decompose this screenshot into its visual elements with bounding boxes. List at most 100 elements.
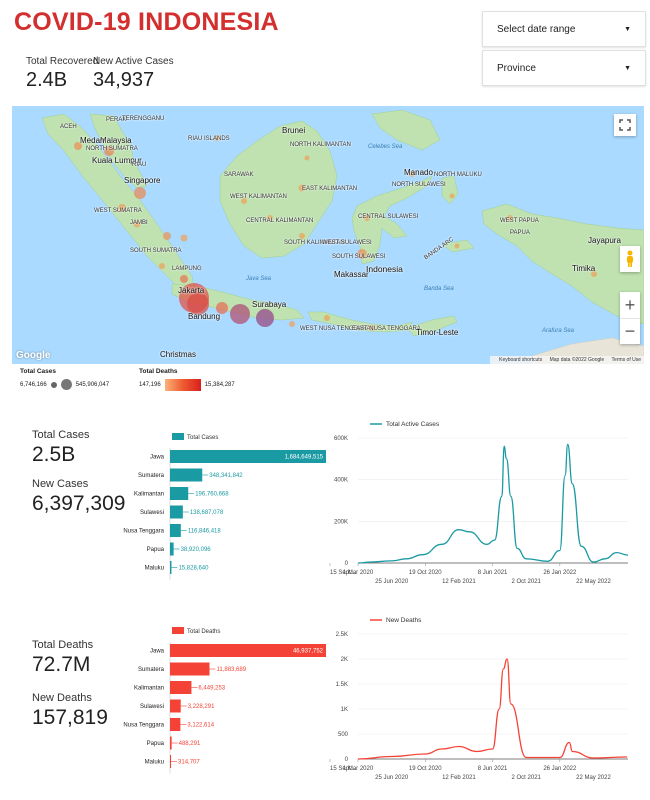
x-tick-label: 8 Jun 2021 — [478, 570, 508, 576]
legend-label: Total Deaths — [187, 629, 220, 635]
bar-value-label: 138,687,078 — [190, 510, 224, 516]
map-label: TERENGGANU — [122, 116, 165, 122]
map-label: Timor-Leste — [416, 328, 459, 337]
date-range-label: Select date range — [497, 23, 576, 35]
total-deaths-bar-chart: Total Deaths Jawa 46,937,752 Sumatera 11,883… — [123, 627, 326, 774]
google-logo: Google — [16, 350, 51, 361]
bar — [170, 718, 181, 731]
map-label: Medan — [80, 136, 105, 145]
category-label: Sumatera — [138, 667, 165, 673]
y-tick-label: 0 — [345, 561, 349, 567]
map-label: PAPUA — [510, 230, 530, 236]
bar-value-label: 314,707 — [178, 760, 200, 766]
terms-link[interactable]: Terms of Use — [611, 357, 641, 363]
keyboard-shortcuts-link[interactable]: Keyboard shortcuts — [499, 357, 543, 363]
map-label: Malaysia — [100, 136, 132, 145]
series-line — [357, 443, 629, 564]
map-label: Manado — [404, 168, 433, 177]
map-bubble — [180, 275, 188, 283]
bar-value-label: 15,828,640 — [178, 566, 209, 572]
map-label: Kuala Lumpur — [92, 156, 142, 165]
color-gradient-bar — [164, 379, 201, 391]
x-tick-label: 12 Feb 2021 — [442, 775, 476, 781]
y-tick-label: 200K — [334, 519, 348, 525]
map-label: WEST SULAWESI — [322, 240, 372, 246]
map-bubble — [214, 135, 220, 141]
kpi-label: New Deaths — [32, 692, 92, 704]
map-label: PERAK — [106, 117, 127, 123]
new-deaths-line-chart: New Deaths 0 500 1K 1.5K 2K 2.5K 1 Mar 2020 19 O… — [329, 617, 628, 781]
map-bubble — [118, 204, 126, 212]
bar-value-label: 116,846,418 — [188, 529, 222, 535]
bar — [170, 468, 203, 482]
legend-min: 6,746,166 — [20, 381, 47, 388]
bar — [170, 699, 181, 713]
kpi-total-deaths: Total Deaths 72.7M — [32, 639, 93, 677]
kpi-new-cases: New Cases 6,397,309 — [32, 478, 125, 516]
bar — [170, 450, 326, 463]
indonesia-map[interactable]: Malaysia PERAK TERENGGANU ACEH Medan NOR… — [12, 106, 644, 364]
category-label: Maluku — [145, 760, 164, 766]
map-bubble — [163, 232, 171, 240]
category-label: Papua — [147, 741, 165, 747]
y-tick-label: 1K — [341, 707, 348, 713]
zoom-out-icon[interactable]: − — [620, 318, 640, 344]
map-label: Singapore — [124, 176, 161, 185]
map-label: Celebes Sea — [368, 144, 403, 150]
map-bubble — [299, 233, 305, 239]
bar-value-label: 488,291 — [179, 741, 201, 747]
map-label: SOUTH KALIMANTAN — [284, 240, 345, 246]
deaths-color-legend: Total Deaths 147,196 15,384,287 — [139, 368, 235, 391]
category-label: Kalimantan — [134, 686, 164, 692]
date-range-selector[interactable]: Select date range ▼ — [482, 11, 646, 47]
legend-label: Total Active Cases — [386, 421, 440, 428]
category-label: Sumatera — [138, 473, 165, 479]
map-label: NORTH SUMATRA — [86, 146, 138, 152]
bar — [170, 561, 172, 574]
map-label: CENTRAL KALIMANTAN — [246, 218, 314, 224]
kpi-value: 72.7M — [32, 653, 91, 676]
legend-label: New Deaths — [386, 617, 422, 624]
bar — [170, 524, 181, 537]
legend-title: Total Deaths — [139, 368, 178, 375]
x-tick-label: 8 Jun 2021 — [478, 766, 508, 772]
map-bubble — [133, 220, 141, 228]
x-tick-label: 22 May 2022 — [576, 579, 611, 585]
map-label: RIAU ISLANDS — [188, 136, 230, 142]
map-label: WEST KALIMANTAN — [230, 194, 287, 200]
legend-max: 545,906,047 — [75, 381, 110, 388]
kpi-label: Total Recovered — [26, 56, 99, 67]
kpi-label: New Active Cases — [93, 56, 174, 67]
map-bubble — [187, 293, 209, 315]
map-label: LAMPUNG — [172, 266, 202, 272]
map-bubble — [267, 215, 273, 221]
map-bubble — [304, 155, 310, 161]
category-label: Jawa — [150, 649, 165, 655]
pegman-icon[interactable] — [620, 246, 640, 272]
kpi-value: 34,937 — [93, 69, 155, 91]
map-label: NORTH KALIMANTAN — [290, 142, 351, 148]
map-label: Timika — [572, 264, 596, 273]
map-bubble — [298, 184, 306, 192]
y-tick-label: 2.5K — [336, 632, 348, 638]
active-cases-line-chart: Total Active Cases 0 200K 400K 600K 1 Mar 202… — [329, 421, 629, 585]
map-bubble — [409, 171, 415, 177]
map-bubble — [324, 315, 330, 321]
map-label: Banda Sea — [424, 286, 454, 292]
zoom-in-icon[interactable]: + — [624, 294, 636, 315]
y-tick-label: 500 — [338, 732, 349, 738]
x-tick-label: 26 Jan 2022 — [543, 570, 577, 576]
kpi-label: Total Deaths — [32, 639, 94, 651]
map-label: NORTH MALUKU — [434, 172, 482, 178]
x-tick-label: 19 Oct 2020 — [409, 766, 442, 772]
map-data-text: Map data ©2022 Google — [549, 357, 605, 363]
kpi-value: 2.5B — [32, 443, 76, 466]
fullscreen-icon[interactable] — [614, 114, 636, 136]
map-label: EAST NUSA TENGGARA — [352, 326, 421, 332]
dashboard-title: COVID-19 INDONESIA — [14, 8, 279, 36]
total-cases-bar-chart: Total Cases Jawa 1,684,649,515 Sumatera 348,… — [123, 433, 326, 580]
category-label: Nusa Tenggara — [123, 723, 164, 729]
map-bubble — [357, 249, 367, 259]
map-label: Indonesia — [366, 264, 403, 274]
province-selector[interactable]: Province ▼ — [482, 50, 646, 86]
